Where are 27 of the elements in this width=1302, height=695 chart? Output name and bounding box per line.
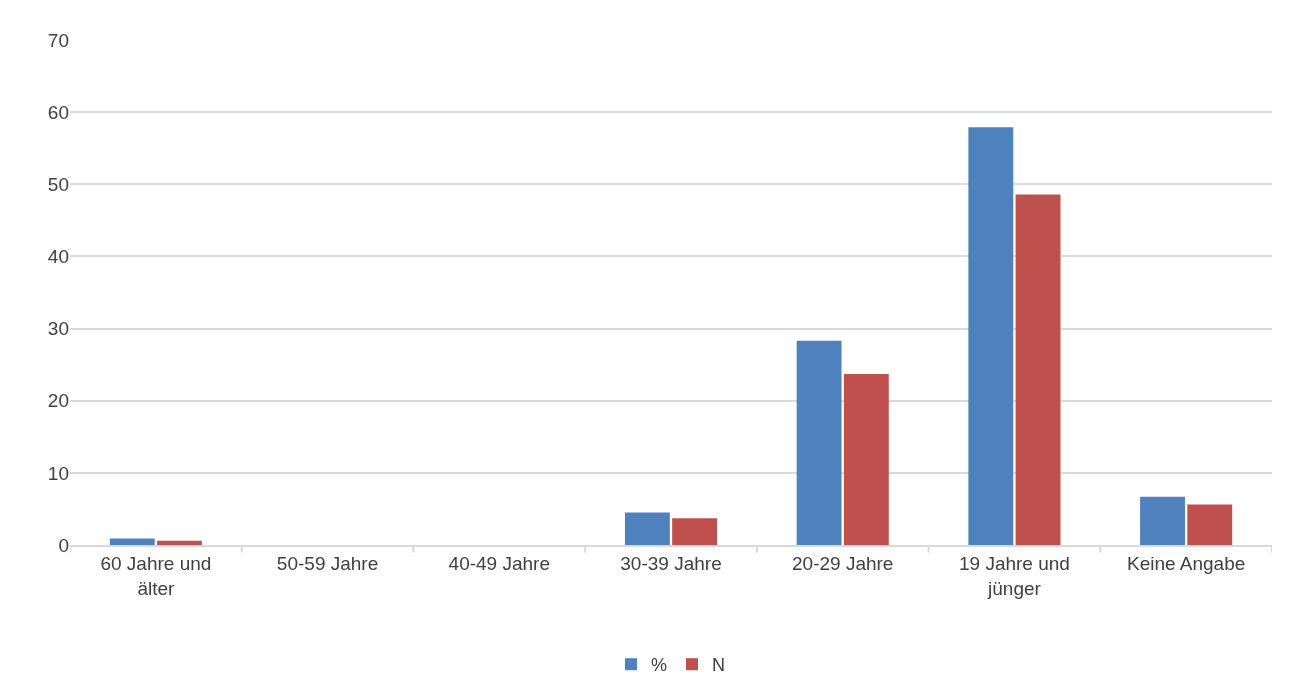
x-tick-label: 19 Jahre und jünger: [958, 552, 1070, 599]
x-tick-label: 60 Jahre und älter: [100, 552, 212, 599]
y-tick-label: 0: [58, 534, 69, 556]
bar: [109, 538, 155, 545]
x-tick-label: 40-49 Jahre: [448, 552, 550, 574]
bar: [1187, 504, 1233, 545]
bar: [796, 340, 842, 545]
y-tick-label: 10: [47, 462, 69, 484]
y-tick-label: 30: [47, 318, 69, 340]
bar: [1140, 496, 1185, 545]
x-tick-label: 50-59 Jahre: [276, 552, 379, 574]
bar: [157, 540, 202, 545]
bar: [1015, 194, 1061, 545]
x-tick-label: 20-29 Jahre: [792, 552, 894, 574]
bar: [624, 512, 670, 545]
y-tick-label: 60: [47, 101, 69, 123]
y-tick-label: 40: [47, 246, 69, 268]
x-tick-label: 30-39 Jahre: [620, 552, 722, 574]
y-tick-label: 70: [47, 29, 69, 51]
bar: [843, 374, 889, 545]
legend-label: %: [651, 655, 668, 676]
y-tick-label: 20: [47, 390, 69, 412]
bar: [968, 127, 1014, 545]
bar: [672, 518, 718, 545]
x-tick-label: Keine Angabe: [1126, 552, 1246, 574]
y-tick-label: 50: [47, 173, 69, 195]
legend-label: N: [712, 655, 726, 676]
